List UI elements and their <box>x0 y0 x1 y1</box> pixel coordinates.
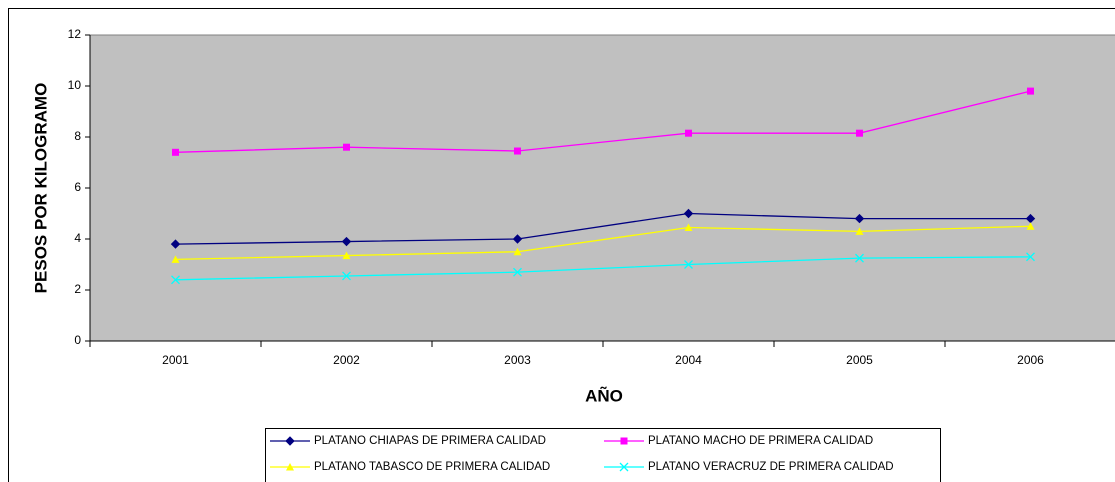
legend <box>265 428 941 482</box>
legend-label: PLATANO TABASCO DE PRIMERA CALIDAD <box>314 461 550 473</box>
legend-label: PLATANO CHIAPAS DE PRIMERA CALIDAD <box>314 435 546 447</box>
marker <box>170 239 181 249</box>
marker <box>1027 87 1034 95</box>
series-line <box>175 225 1031 261</box>
legend-label: PLATANO MACHO DE PRIMERA CALIDAD <box>648 435 873 447</box>
x-tick-label: 2002 <box>333 353 360 367</box>
marker <box>172 148 179 156</box>
plot-area <box>89 34 1115 342</box>
marker <box>342 271 351 281</box>
marker <box>684 223 693 232</box>
y-tick-label: 0 <box>74 333 81 347</box>
marker <box>683 208 694 219</box>
series-line <box>175 90 1031 153</box>
x-axis-title: AÑO <box>585 385 623 405</box>
marker <box>285 436 295 446</box>
marker <box>514 147 521 155</box>
marker <box>513 267 522 277</box>
y-tick-label: 2 <box>74 282 81 296</box>
x-tick-label: 2005 <box>846 353 873 367</box>
marker <box>1026 222 1035 230</box>
marker <box>856 129 863 137</box>
marker <box>620 437 628 445</box>
marker <box>685 129 692 137</box>
marker <box>512 234 523 244</box>
legend-label: PLATANO VERACRUZ DE PRIMERA CALIDAD <box>648 461 894 473</box>
x-tick-label: 2006 <box>1017 353 1044 367</box>
x-tick-label: 2001 <box>162 353 189 367</box>
series-line <box>175 212 1031 245</box>
marker <box>855 253 864 263</box>
marker <box>684 260 693 269</box>
y-tick-label: 6 <box>74 180 81 194</box>
marker <box>171 275 180 285</box>
marker <box>342 251 351 260</box>
x-tick-label: 2004 <box>675 353 702 367</box>
x-tick-label: 2003 <box>504 353 531 367</box>
marker <box>1026 252 1035 262</box>
marker <box>619 462 629 472</box>
y-tick-label: 4 <box>74 231 81 245</box>
marker <box>343 143 350 151</box>
marker <box>854 213 865 224</box>
marker <box>855 227 864 235</box>
y-tick-label: 10 <box>68 78 82 92</box>
y-tick-label: 8 <box>74 129 81 143</box>
marker <box>341 236 352 247</box>
marker <box>513 247 522 256</box>
series-line <box>175 256 1031 281</box>
marker <box>171 255 180 263</box>
marker <box>286 463 294 471</box>
y-axis-title: PESOS POR KILOGRAMO <box>31 83 50 294</box>
y-tick-label: 12 <box>68 27 82 41</box>
